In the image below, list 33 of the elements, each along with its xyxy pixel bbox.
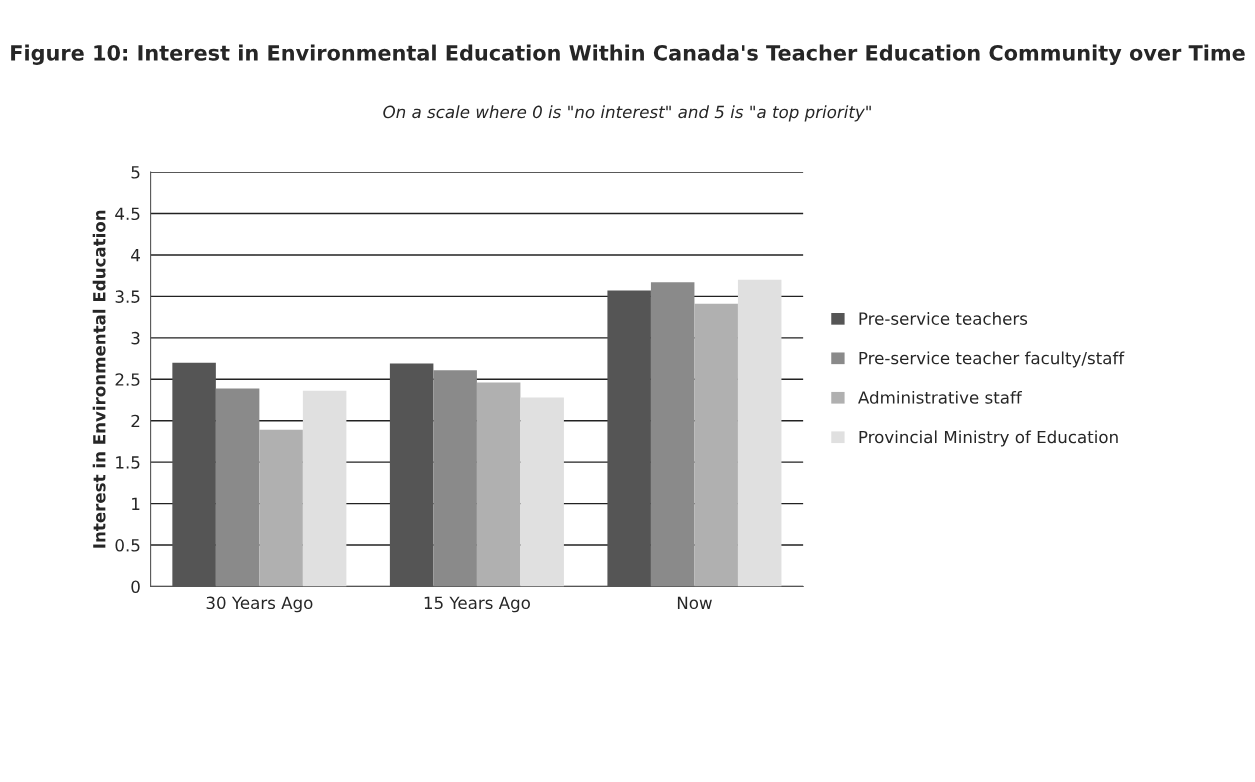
x-tick-label: Now bbox=[677, 596, 712, 610]
y-tick-label: 3.5 bbox=[115, 290, 140, 303]
chart-subtitle: On a scale where 0 is "no interest" and 5 is "a top priority" bbox=[383, 105, 871, 122]
legend-label: Administrative staff bbox=[858, 390, 1023, 404]
chart-title: Figure 10: Interest in Environmental Education Within Canada's Teacher Education Community over Time bbox=[11, 44, 1245, 65]
bar bbox=[476, 382, 521, 587]
bar bbox=[650, 282, 695, 587]
y-axis-title: Interest in Environmental Education bbox=[92, 210, 106, 548]
bar bbox=[215, 388, 260, 587]
bar bbox=[607, 290, 651, 587]
bar bbox=[520, 397, 564, 587]
y-tick-label: 5 bbox=[131, 166, 140, 179]
bar bbox=[172, 362, 216, 587]
y-tick-label: 4 bbox=[131, 249, 140, 262]
y-tick-label: 1 bbox=[132, 497, 140, 510]
x-tick-label: 30 Years Ago bbox=[206, 596, 313, 613]
x-tick-label: 15 Years Ago bbox=[424, 596, 530, 613]
y-tick-label: 4.5 bbox=[115, 207, 140, 221]
y-tick-label: 3 bbox=[131, 331, 140, 345]
legend-label: Pre-service teacher faculty/staff bbox=[859, 351, 1125, 368]
bar bbox=[389, 363, 434, 587]
y-tick-label: 2 bbox=[131, 414, 140, 428]
y-tick-label: 0 bbox=[131, 580, 140, 594]
y-tick-label: 1.5 bbox=[116, 456, 140, 469]
bar bbox=[433, 370, 477, 587]
legend-label: Provincial Ministry of Education bbox=[859, 430, 1118, 447]
bar bbox=[302, 390, 347, 587]
bar bbox=[694, 303, 738, 587]
bar bbox=[259, 429, 303, 587]
bar bbox=[737, 279, 782, 587]
legend-label: Pre-service teachers bbox=[859, 312, 1028, 325]
y-tick-label: 0.5 bbox=[115, 539, 140, 552]
y-tick-label: 2.5 bbox=[115, 373, 140, 386]
